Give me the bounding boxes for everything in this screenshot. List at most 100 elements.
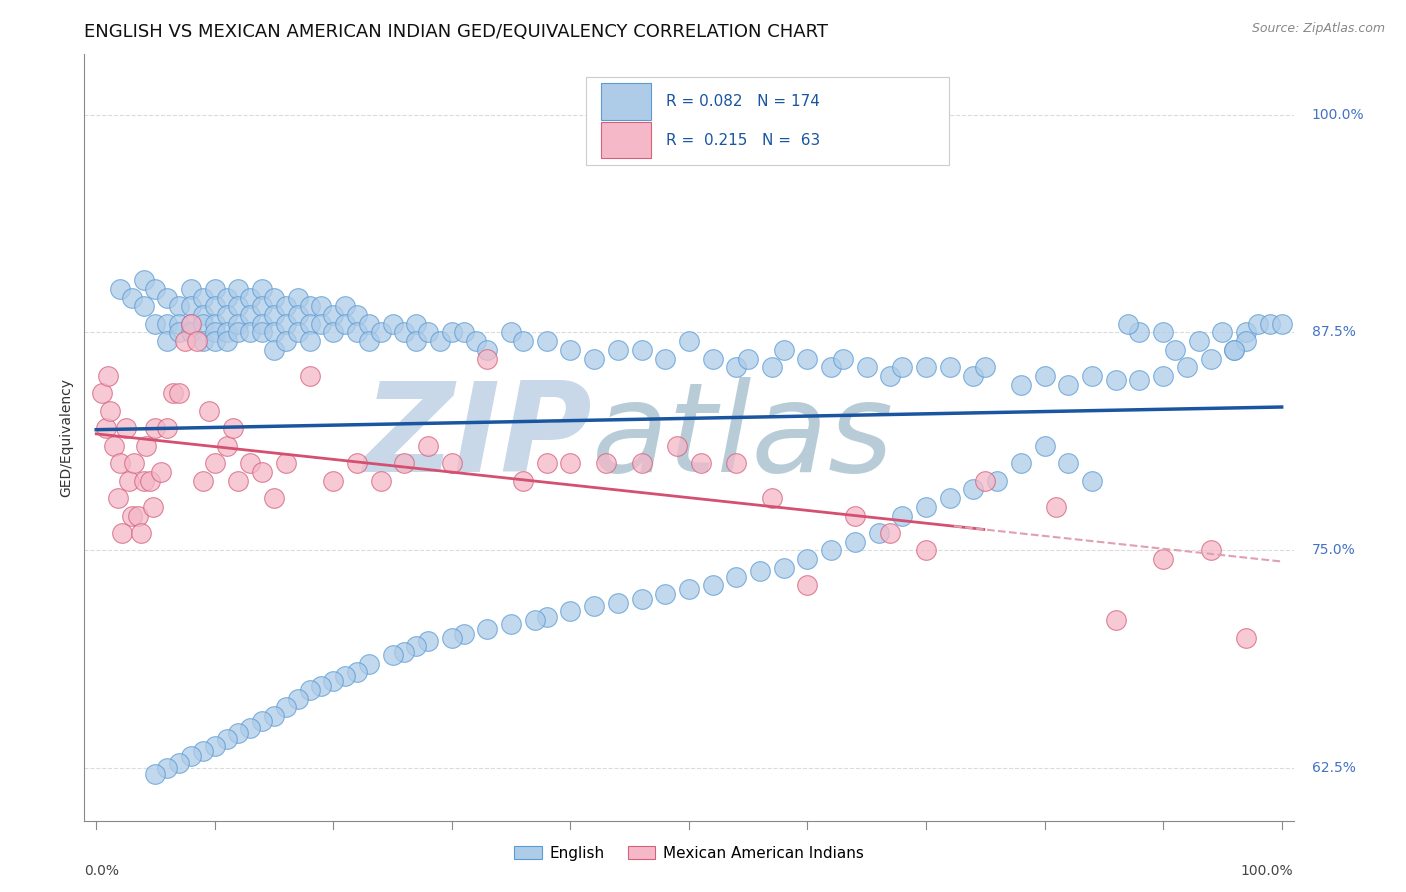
Point: [689, 456, 711, 470]
Point: [191, 474, 214, 488]
Point: [418, 439, 440, 453]
Point: [394, 456, 416, 470]
Point: [167, 386, 190, 401]
Text: ZIP: ZIP: [364, 376, 592, 498]
Point: [583, 351, 606, 366]
Point: [606, 343, 628, 357]
Point: [204, 282, 226, 296]
Point: [156, 334, 179, 349]
Point: [239, 326, 262, 340]
Point: [418, 634, 440, 648]
Point: [263, 709, 285, 723]
Point: [702, 351, 724, 366]
Point: [440, 456, 463, 470]
Point: [311, 317, 333, 331]
Point: [298, 682, 321, 697]
Point: [228, 299, 250, 313]
Point: [820, 360, 842, 375]
Point: [962, 369, 984, 384]
Point: [737, 351, 759, 366]
Point: [820, 543, 842, 558]
Point: [583, 599, 606, 614]
Point: [167, 326, 190, 340]
Point: [1128, 326, 1150, 340]
Point: [142, 500, 165, 514]
Point: [115, 421, 138, 435]
Point: [1010, 377, 1032, 392]
Point: [263, 308, 285, 322]
Point: [974, 474, 997, 488]
Point: [560, 604, 582, 618]
Point: [132, 299, 155, 313]
Point: [1057, 377, 1080, 392]
Point: [215, 439, 238, 453]
Point: [725, 456, 748, 470]
Point: [215, 291, 238, 305]
Point: [501, 326, 523, 340]
Point: [370, 474, 392, 488]
Point: [311, 679, 333, 693]
Point: [228, 474, 250, 488]
Point: [150, 465, 173, 479]
Point: [536, 456, 558, 470]
Point: [145, 282, 167, 296]
Point: [1199, 543, 1222, 558]
Point: [536, 334, 558, 349]
Point: [938, 491, 960, 505]
Point: [772, 561, 794, 575]
Point: [174, 334, 197, 349]
Point: [287, 326, 309, 340]
Point: [796, 578, 818, 592]
Point: [654, 587, 676, 601]
Point: [108, 282, 131, 296]
Point: [204, 739, 226, 753]
Point: [111, 525, 134, 540]
Point: [702, 578, 724, 592]
Point: [298, 317, 321, 331]
Point: [1234, 334, 1257, 349]
Point: [536, 609, 558, 624]
Point: [879, 369, 901, 384]
Point: [560, 456, 582, 470]
Point: [1152, 552, 1174, 566]
Point: [453, 627, 475, 641]
Point: [333, 669, 356, 683]
Point: [1033, 439, 1056, 453]
Text: 0.0%: 0.0%: [84, 864, 120, 879]
Point: [204, 456, 226, 470]
Point: [204, 317, 226, 331]
Point: [103, 439, 125, 453]
Point: [287, 291, 309, 305]
Point: [796, 552, 818, 566]
Point: [121, 291, 143, 305]
Point: [1152, 326, 1174, 340]
Point: [832, 351, 855, 366]
Point: [595, 456, 617, 470]
Point: [868, 525, 890, 540]
Point: [1116, 317, 1139, 331]
Point: [215, 731, 238, 746]
Point: [429, 334, 451, 349]
Point: [145, 421, 167, 435]
Point: [322, 308, 344, 322]
Point: [287, 691, 309, 706]
Point: [156, 421, 179, 435]
Text: 100.0%: 100.0%: [1312, 108, 1364, 121]
Point: [94, 421, 117, 435]
Point: [453, 326, 475, 340]
Point: [1152, 369, 1174, 384]
Point: [1081, 369, 1104, 384]
Text: R = 0.082   N = 174: R = 0.082 N = 174: [666, 94, 820, 109]
Point: [180, 317, 202, 331]
Point: [346, 326, 368, 340]
Text: 87.5%: 87.5%: [1312, 326, 1355, 340]
Point: [630, 456, 652, 470]
Point: [191, 334, 214, 349]
Point: [274, 456, 297, 470]
Point: [180, 282, 202, 296]
Point: [191, 317, 214, 331]
Point: [250, 714, 273, 729]
Point: [938, 360, 960, 375]
Point: [501, 616, 523, 631]
Point: [167, 317, 190, 331]
